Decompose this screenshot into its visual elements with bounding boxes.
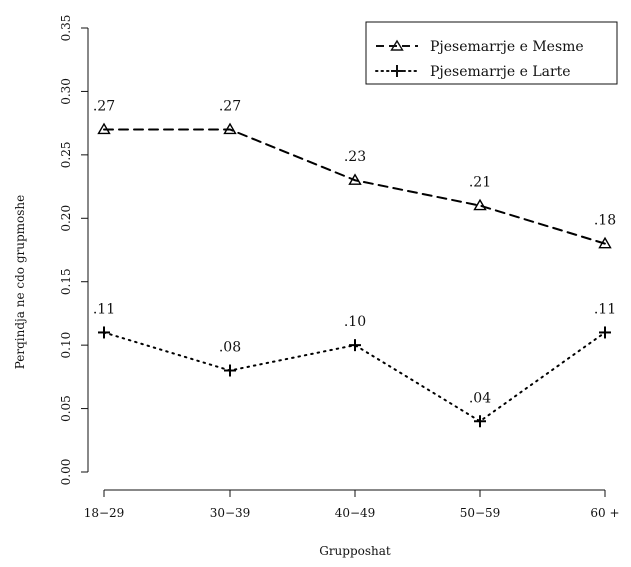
series-1: .27 .27 .23 .21 .18 — [93, 98, 616, 249]
data-point-plus — [599, 326, 611, 339]
x-tick-label: 18−29 — [84, 506, 125, 520]
data-point-triangle — [97, 122, 111, 135]
data-point-plus — [474, 415, 486, 428]
data-label: .11 — [594, 301, 616, 317]
x-axis-title: Grupposhat — [319, 544, 391, 558]
y-tick-label: 0.25 — [59, 141, 73, 168]
x-tick-label: 40−49 — [335, 506, 376, 520]
legend-box — [365, 21, 618, 85]
x-axis: 18−29 30−39 40−49 50−59 60 + — [84, 489, 620, 520]
y-tick-label: 0.20 — [59, 205, 73, 232]
legend-label-series-2: Pjesemarrje e Larte — [430, 64, 571, 80]
y-tick-label: 0.05 — [59, 395, 73, 422]
y-tick-label: 0.10 — [59, 332, 73, 359]
data-label: .18 — [594, 213, 616, 229]
x-tick-label: 50−59 — [460, 506, 501, 520]
data-point-triangle — [223, 122, 237, 135]
legend-label-series-1: Pjesemarrje e Mesme — [430, 39, 584, 55]
y-tick-label: 0.30 — [59, 78, 73, 105]
y-tick-label: 0.35 — [59, 15, 73, 42]
x-tick-label: 30−39 — [210, 506, 251, 520]
y-tick-label: 0.15 — [59, 268, 73, 295]
data-point-plus — [98, 326, 110, 339]
legend: Pjesemarrje e Mesme Pjesemarrje e Larte — [365, 21, 618, 85]
data-label: .11 — [93, 301, 115, 317]
legend-triangle-marker — [390, 39, 404, 51]
series-2: .11 .08 .10 .04 .11 — [93, 301, 616, 428]
data-label: .10 — [344, 314, 366, 330]
data-label: .27 — [93, 98, 115, 114]
legend-plus-marker — [391, 65, 403, 77]
x-tick-label: 60 + — [590, 506, 619, 520]
data-point-triangle — [473, 198, 487, 211]
data-label: .27 — [219, 98, 241, 114]
data-label: .04 — [469, 390, 491, 406]
y-axis-title: Perqindja ne cdo grupmoshe — [13, 195, 27, 370]
series-line — [103, 128, 606, 245]
y-axis: 0.00 0.05 0.10 0.15 0.20 0.25 0.30 0.35 — [59, 15, 89, 486]
series-layer: .27 .27 .23 .21 .18 .11 .08 .10 .04 .11 — [93, 98, 616, 428]
data-point-plus — [349, 339, 361, 352]
data-point-plus — [224, 364, 236, 377]
data-point-triangle — [598, 236, 612, 249]
data-label: .08 — [219, 340, 241, 356]
data-label: .23 — [344, 149, 366, 165]
data-label: .21 — [469, 175, 491, 191]
y-tick-label: 0.00 — [59, 459, 73, 486]
data-point-triangle — [348, 173, 362, 185]
